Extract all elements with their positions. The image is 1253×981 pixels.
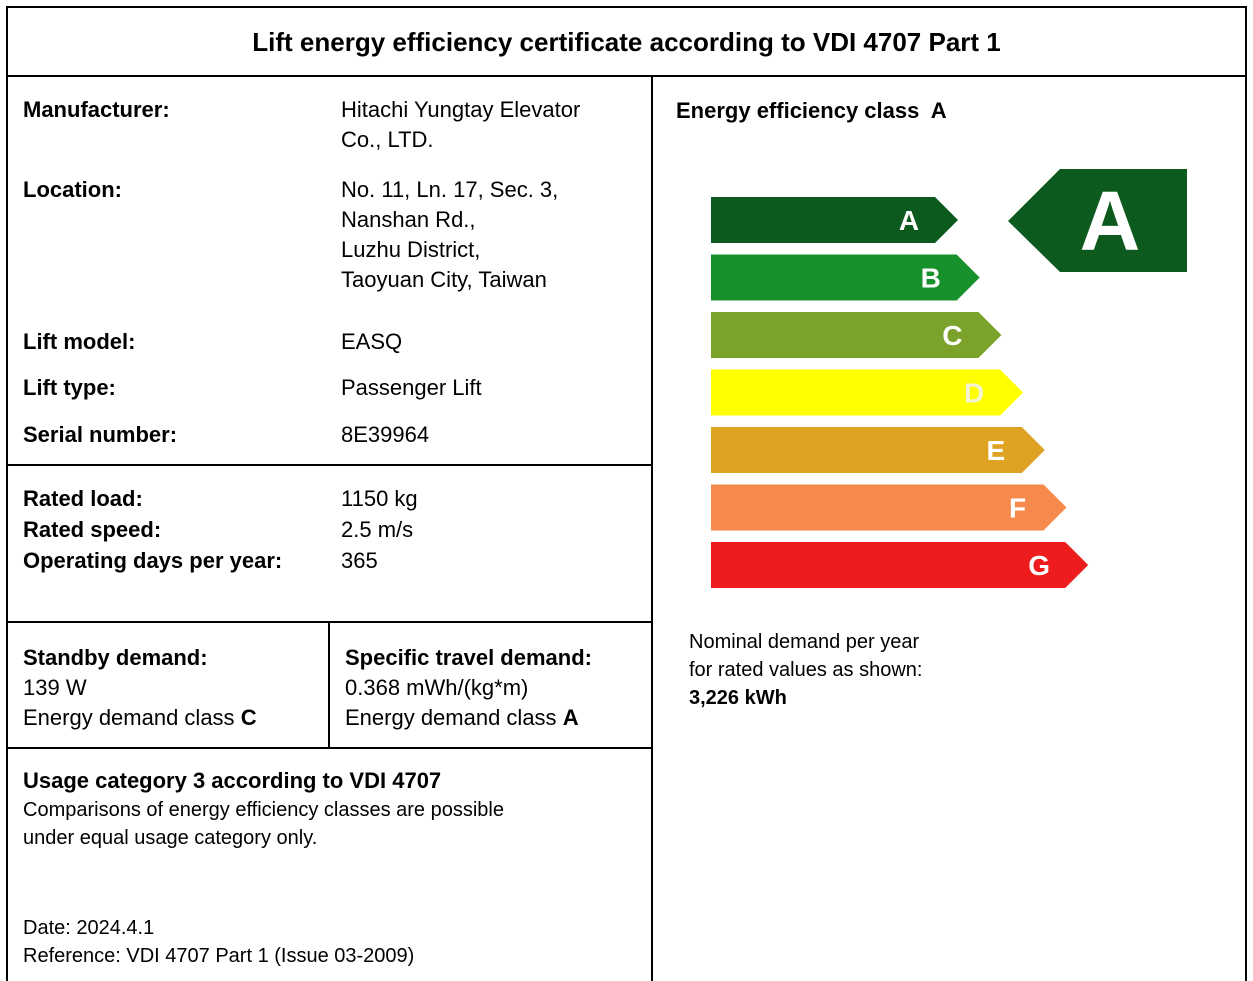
demand-class: Energy demand class A (345, 703, 579, 733)
class-bar (711, 484, 1067, 531)
class-indicator (1008, 169, 1187, 272)
class-label: Energy demand class (23, 705, 235, 730)
reference: Reference: VDI 4707 Part 1 (Issue 03-200… (23, 945, 415, 967)
class-bar-letter: E (986, 435, 1005, 466)
section-heading: Specific travel demand: (345, 645, 592, 670)
field-value: Co., LTD. (341, 127, 434, 152)
border (1245, 6, 1247, 981)
divider (6, 747, 652, 749)
divider (328, 621, 330, 748)
class-bar (711, 369, 1024, 416)
nominal-value: 3,226 kWh (689, 687, 787, 709)
divider (651, 75, 653, 981)
efficiency-class: Energy efficiency class A (676, 96, 947, 126)
field-label: Lift model: (23, 329, 136, 354)
border (6, 6, 8, 981)
field-label: Rated load: (23, 486, 143, 511)
border (6, 6, 1247, 8)
class-bar (711, 254, 980, 301)
class-label: Energy efficiency class (676, 98, 920, 123)
class-letter: C (240, 705, 257, 730)
nominal-text: for rated values as shown: (689, 659, 923, 681)
field-label: Lift type: (23, 375, 116, 400)
class-bar-letter: A (899, 205, 919, 236)
field-value: Hitachi Yungtay Elevator (341, 97, 581, 122)
usage-note: under equal usage category only. (23, 827, 318, 849)
class-bar-letter: D (964, 378, 984, 409)
class-letter: A (930, 98, 947, 123)
field-label: Rated speed: (23, 517, 162, 542)
field-value: 365 (341, 548, 378, 573)
class-bar (711, 197, 958, 243)
usage-note: Comparisons of energy efficiency classes… (23, 799, 504, 821)
nominal-text: Nominal demand per year (689, 631, 920, 653)
field-value: Passenger Lift (341, 375, 482, 400)
date: Date: 2024.4.1 (23, 917, 155, 939)
divider (6, 75, 1247, 77)
field-value: No. 11, Ln. 17, Sec. 3, (341, 177, 559, 202)
class-indicator-letter: A (1080, 174, 1141, 268)
field-value: Luzhu District, (341, 237, 481, 262)
class-bar-letter: C (942, 320, 962, 351)
field-label: Operating days per year: (23, 548, 283, 573)
class-label: Energy demand class (345, 705, 557, 730)
field-value: 2.5 m/s (341, 517, 414, 542)
class-bar (711, 542, 1089, 588)
class-bar (711, 312, 1002, 358)
class-bar-letter: F (1009, 493, 1026, 524)
demand-value: 0.368 mWh/(kg*m) (345, 675, 529, 700)
divider (6, 464, 652, 466)
field-value: Nanshan Rd., (341, 207, 476, 232)
field-label: Location: (23, 177, 122, 202)
field-value: EASQ (341, 329, 403, 354)
field-value: 8E39964 (341, 422, 430, 447)
field-label: Manufacturer: (23, 97, 170, 122)
class-bar-letter: G (1028, 550, 1050, 581)
usage-heading: Usage category 3 according to VDI 4707 (23, 768, 442, 793)
demand-value: 139 W (23, 675, 87, 700)
demand-class: Energy demand class C (23, 703, 257, 733)
section-heading: Standby demand: (23, 645, 208, 670)
class-bar-letter: B (921, 263, 941, 294)
class-bar (711, 427, 1045, 473)
title: Lift energy efficiency certificate accor… (252, 27, 1001, 57)
field-label: Serial number: (23, 422, 178, 447)
class-letter: A (562, 705, 579, 730)
field-value: Taoyuan City, Taiwan (341, 267, 547, 292)
field-value: 1150 kg (341, 486, 418, 511)
